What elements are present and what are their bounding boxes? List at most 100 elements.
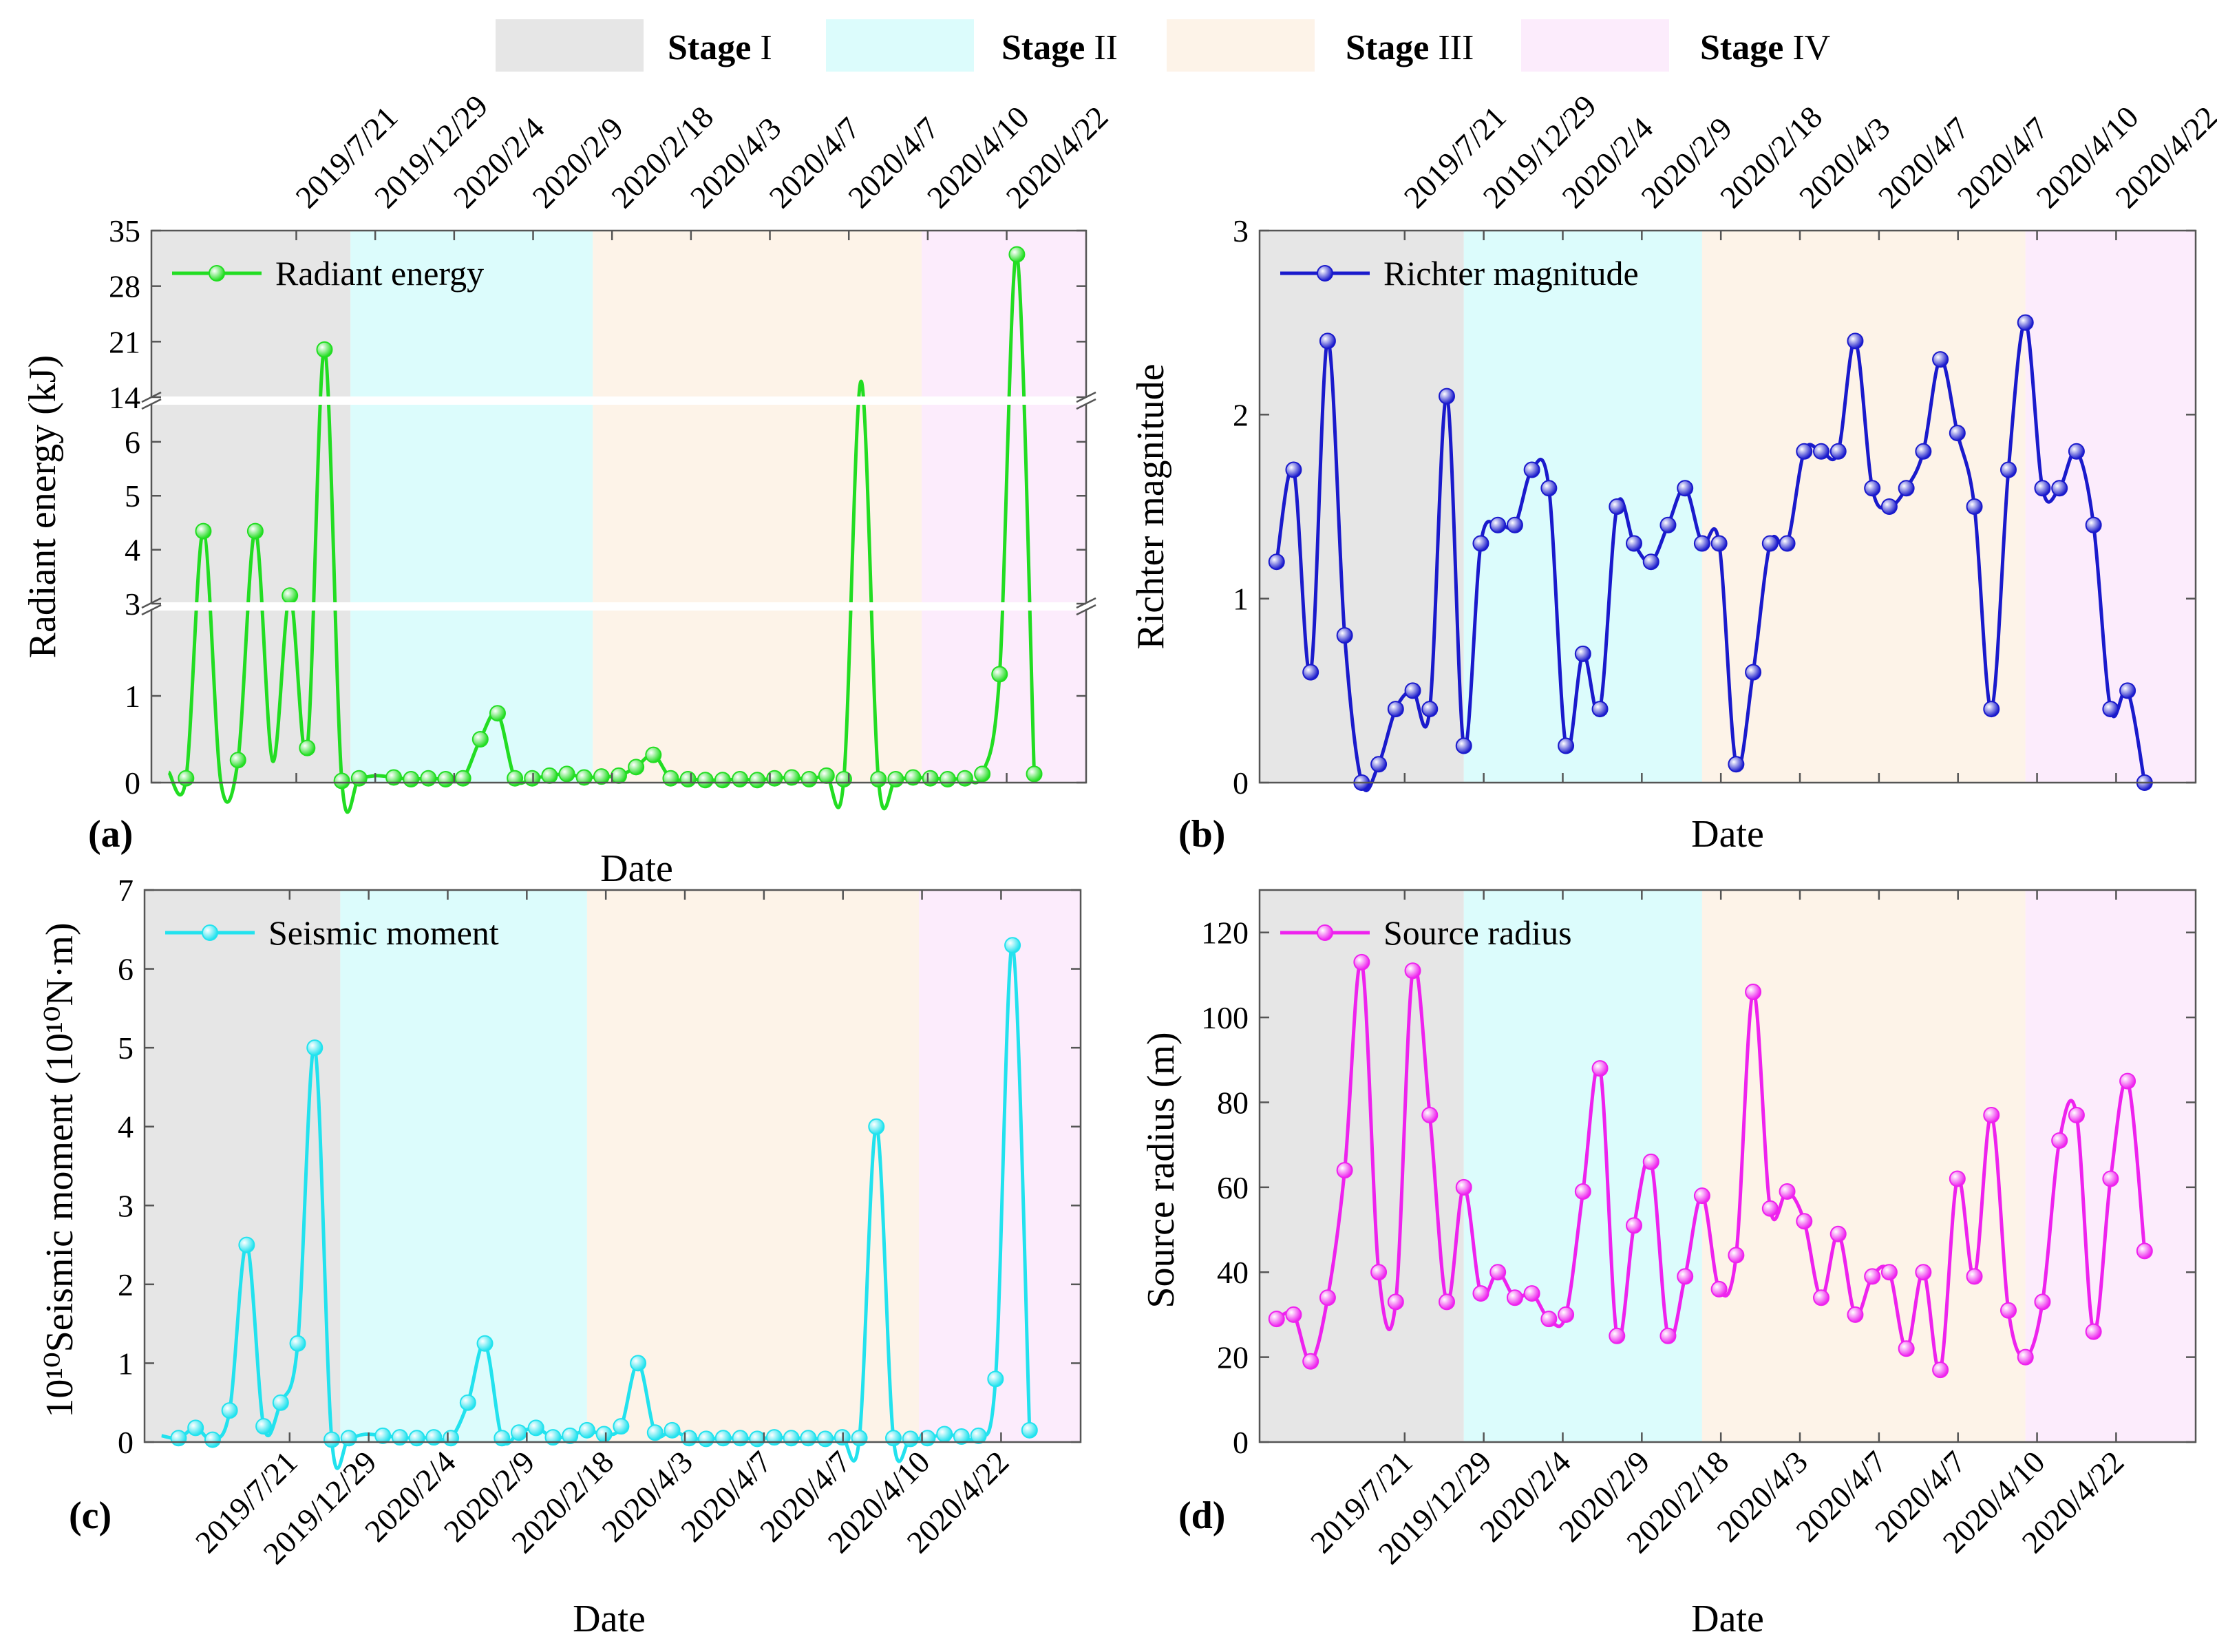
data-point (1779, 1183, 1796, 1200)
axis-break-gap (142, 396, 1096, 405)
data-point (662, 770, 679, 787)
y-tick-label: 35 (109, 213, 140, 248)
stage-band-2 (340, 890, 587, 1442)
legend-stage-word: Stage (668, 28, 751, 67)
data-point (443, 1430, 460, 1447)
data-point (1915, 1264, 1932, 1281)
data-point (1847, 1306, 1864, 1323)
data-point (2085, 1323, 2102, 1340)
data-point (1813, 443, 1829, 460)
data-point (732, 1430, 749, 1447)
stage-band-4 (919, 890, 1081, 1442)
data-point (289, 1335, 306, 1352)
y-tick-label: 3 (1233, 213, 1249, 248)
data-point (1353, 953, 1370, 971)
data-point (765, 1429, 783, 1446)
plot-frame (143, 889, 1082, 1443)
legend-label-stage-3: Stage III (1346, 28, 1474, 67)
data-point (178, 770, 195, 787)
data-point (749, 772, 766, 789)
data-point (527, 1419, 544, 1437)
data-point (1898, 480, 1915, 497)
y-tick-label: 20 (1217, 1340, 1249, 1375)
data-point (1626, 1217, 1642, 1234)
data-point (195, 522, 212, 540)
data-point (575, 769, 593, 786)
panel-label: (a) (88, 813, 133, 856)
panel-d: 0204060801001202019/7/212019/12/292020/2… (1140, 889, 2197, 1640)
data-point (1387, 701, 1404, 718)
data-point (936, 1426, 953, 1443)
data-point (902, 1430, 919, 1448)
data-point (170, 1430, 187, 1447)
data-point (1472, 535, 1489, 552)
data-point (350, 770, 368, 787)
data-point (425, 1429, 443, 1446)
data-point (282, 587, 299, 604)
x-axis-label: Date (573, 1598, 646, 1640)
y-axis-label: Richter magnitude (1129, 363, 1172, 649)
data-point (562, 1427, 579, 1444)
data-point (187, 1419, 204, 1437)
panel-label: (c) (69, 1494, 112, 1537)
stage-band-1 (151, 231, 351, 783)
data-point (1489, 516, 1507, 533)
data-point (885, 1430, 902, 1447)
data-point (1021, 1421, 1038, 1439)
data-point (476, 1335, 494, 1352)
data-point (646, 1424, 664, 1441)
data-point (204, 1431, 221, 1448)
data-point (403, 770, 420, 787)
y-tick-label: 3 (125, 586, 140, 622)
data-point (887, 770, 904, 787)
data-point (1370, 1264, 1388, 1281)
data-point (1659, 1327, 1677, 1344)
data-point (1506, 1289, 1523, 1306)
y-tick-label: 120 (1201, 915, 1249, 951)
data-point (459, 1394, 476, 1411)
data-point (299, 739, 316, 756)
data-point (974, 765, 991, 783)
y-tick-label: 80 (1217, 1085, 1249, 1120)
axis-break-gap (142, 602, 1096, 611)
data-point (851, 1430, 868, 1447)
series-legend-marker (1317, 924, 1333, 941)
data-point (391, 1429, 408, 1446)
data-point (868, 1118, 885, 1135)
data-point (2102, 701, 2119, 718)
data-point (1728, 756, 1745, 773)
data-point (1026, 765, 1043, 783)
data-point (2034, 1293, 2051, 1311)
axis-break-mark (1076, 398, 1096, 410)
stage-band-3 (593, 231, 922, 783)
data-point (1745, 984, 1762, 1001)
stage-band-1 (145, 890, 341, 1442)
data-point (1506, 516, 1523, 533)
data-point (922, 770, 939, 787)
data-point (2051, 1132, 2068, 1149)
series-legend-label: Seismic moment (268, 913, 499, 952)
data-point (628, 759, 645, 776)
data-point (1302, 1353, 1319, 1370)
y-tick-label: 1 (118, 1346, 134, 1381)
data-point (1796, 443, 1813, 460)
data-point (1829, 443, 1847, 460)
series-line (1275, 959, 2147, 1373)
legend-swatch-stage-2 (826, 19, 974, 72)
y-axis-label: Source radius (m) (1140, 1032, 1182, 1308)
y-tick-label: 28 (109, 269, 140, 304)
data-point (1008, 246, 1026, 263)
data-point (1642, 553, 1659, 571)
data-point (987, 1370, 1004, 1388)
stage-band-2 (1463, 231, 1702, 783)
legend-stage-numeral: I (751, 28, 772, 67)
data-point (1370, 756, 1388, 773)
data-point (1864, 480, 1881, 497)
series-legend-marker (1317, 265, 1333, 282)
y-tick-label: 0 (125, 765, 140, 801)
series-legend-label: Richter magnitude (1383, 254, 1639, 293)
data-point (714, 772, 731, 789)
legend-stage-numeral: IV (1783, 28, 1830, 67)
data-point (1983, 1106, 2000, 1123)
data-point (1761, 1200, 1779, 1217)
